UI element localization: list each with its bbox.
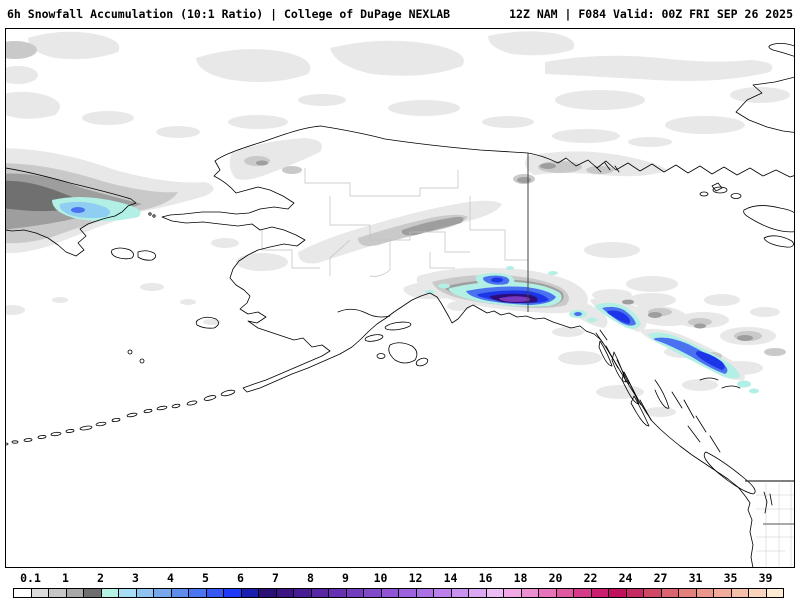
legend-color-swatch	[730, 588, 749, 598]
legend-tick-label: 35	[723, 571, 738, 585]
pribilof-islands	[127, 349, 133, 355]
borough-boundaries	[261, 168, 528, 277]
legend-color-swatch	[48, 588, 67, 598]
legend-tick-label: 22	[583, 571, 598, 585]
aleutian-islands	[6, 389, 236, 446]
snow-shading-light-gray	[6, 31, 790, 417]
legend-color-swatch	[83, 588, 102, 598]
legend-tick-label: 12	[408, 571, 423, 585]
bc-inlets	[671, 377, 741, 453]
legend-color-swatch	[293, 588, 312, 598]
legend-color-swatch	[538, 588, 557, 598]
legend-color-swatch	[328, 588, 347, 598]
coastline-chukotka	[6, 167, 137, 257]
legend-color-swatch	[65, 588, 84, 598]
legend-tick-label: 16	[478, 571, 493, 585]
legend-color-swatch	[608, 588, 627, 598]
map-frame	[5, 28, 795, 568]
legend-color-swatch	[660, 588, 679, 598]
legend-color-swatch	[258, 588, 277, 598]
legend-color-swatch	[748, 588, 767, 598]
banks-island	[768, 43, 794, 57]
legend-color-swatch	[678, 588, 697, 598]
legend-tick-label: 7	[272, 571, 279, 585]
washington-county-lines	[756, 483, 794, 567]
borders	[527, 153, 794, 525]
legend-color-swatch	[153, 588, 172, 598]
legend-tick-label: 8	[307, 571, 314, 585]
legend-color-swatch	[713, 588, 732, 598]
legend-tick-label: 6	[237, 571, 244, 585]
legend-color-swatch	[590, 588, 609, 598]
coastlines	[6, 43, 794, 567]
legend-color-swatch	[100, 588, 119, 598]
legend-color-swatch	[380, 588, 399, 598]
legend-color-swatch	[30, 588, 49, 598]
legend-color-swatch	[345, 588, 364, 598]
coastline-alaska-west-south	[161, 160, 754, 567]
legend-tick-label: 10	[373, 571, 388, 585]
canada-lakes	[699, 182, 794, 248]
legend-tick-label: 1	[62, 571, 69, 585]
st-lawrence-island	[111, 247, 134, 260]
legend-color-swatch	[695, 588, 714, 598]
legend-tick-label: 4	[167, 571, 174, 585]
legend-color-swatch	[625, 588, 644, 598]
legend-color-swatch	[555, 588, 574, 598]
legend-tick-label: 31	[688, 571, 703, 585]
vancouver-island	[703, 451, 756, 495]
legend-color-swatch	[135, 588, 154, 598]
legend-tick-label: 27	[653, 571, 668, 585]
nunivak-island	[195, 316, 219, 329]
legend-tick-label: 39	[758, 571, 773, 585]
legend-color-swatch	[485, 588, 504, 598]
legend: 0.1 1 2 3 4 5 6 7 8 9 10 12 14 16 18 20 22 24 27 31 35 39	[0, 568, 800, 600]
legend-tick-label: 0.1	[20, 571, 41, 585]
puget-sound	[763, 491, 773, 514]
legend-color-swatch	[205, 588, 224, 598]
legend-color-swatch	[520, 588, 539, 598]
legend-color-swatch	[415, 588, 434, 598]
legend-tick-label: 5	[202, 571, 209, 585]
legend-color-swatch	[573, 588, 592, 598]
legend-color-swatch	[170, 588, 189, 598]
legend-tick-label: 24	[618, 571, 633, 585]
legend-color-swatch	[188, 588, 207, 598]
legend-color-swatch	[310, 588, 329, 598]
legend-color-swatch	[363, 588, 382, 598]
legend-color-swatch	[643, 588, 662, 598]
product-title: 6h Snowfall Accumulation (10:1 Ratio) | …	[7, 7, 451, 21]
victoria-island	[735, 76, 794, 133]
legend-tick-label: 2	[97, 571, 104, 585]
legend-color-swatch	[398, 588, 417, 598]
legend-color-swatch	[433, 588, 452, 598]
legend-color-swatch	[240, 588, 259, 598]
legend-color-swatch	[275, 588, 294, 598]
legend-color-swatch	[118, 588, 137, 598]
legend-color-swatch	[503, 588, 522, 598]
legend-tick-label: 18	[513, 571, 528, 585]
legend-color-swatch	[765, 588, 784, 598]
snow-shading-purple	[499, 296, 531, 302]
panhandle-islands	[595, 329, 652, 427]
kodiak-island	[388, 342, 418, 364]
legend-tick-label: 14	[443, 571, 458, 585]
legend-tick-label: 3	[132, 571, 139, 585]
model-run-valid-time: 12Z NAM | F084 Valid: 00Z FRI SEP 26 202…	[509, 7, 793, 21]
legend-color-swatch	[468, 588, 487, 598]
legend-tick-label: 20	[548, 571, 563, 585]
header-bar: 6h Snowfall Accumulation (10:1 Ratio) | …	[0, 0, 800, 28]
legend-tick-label: 9	[342, 571, 349, 585]
legend-color-swatch	[450, 588, 469, 598]
coastline-arctic	[214, 125, 794, 178]
legend-color-swatch	[223, 588, 242, 598]
haida-gwaii	[654, 379, 670, 409]
legend-color-swatch	[13, 588, 32, 598]
